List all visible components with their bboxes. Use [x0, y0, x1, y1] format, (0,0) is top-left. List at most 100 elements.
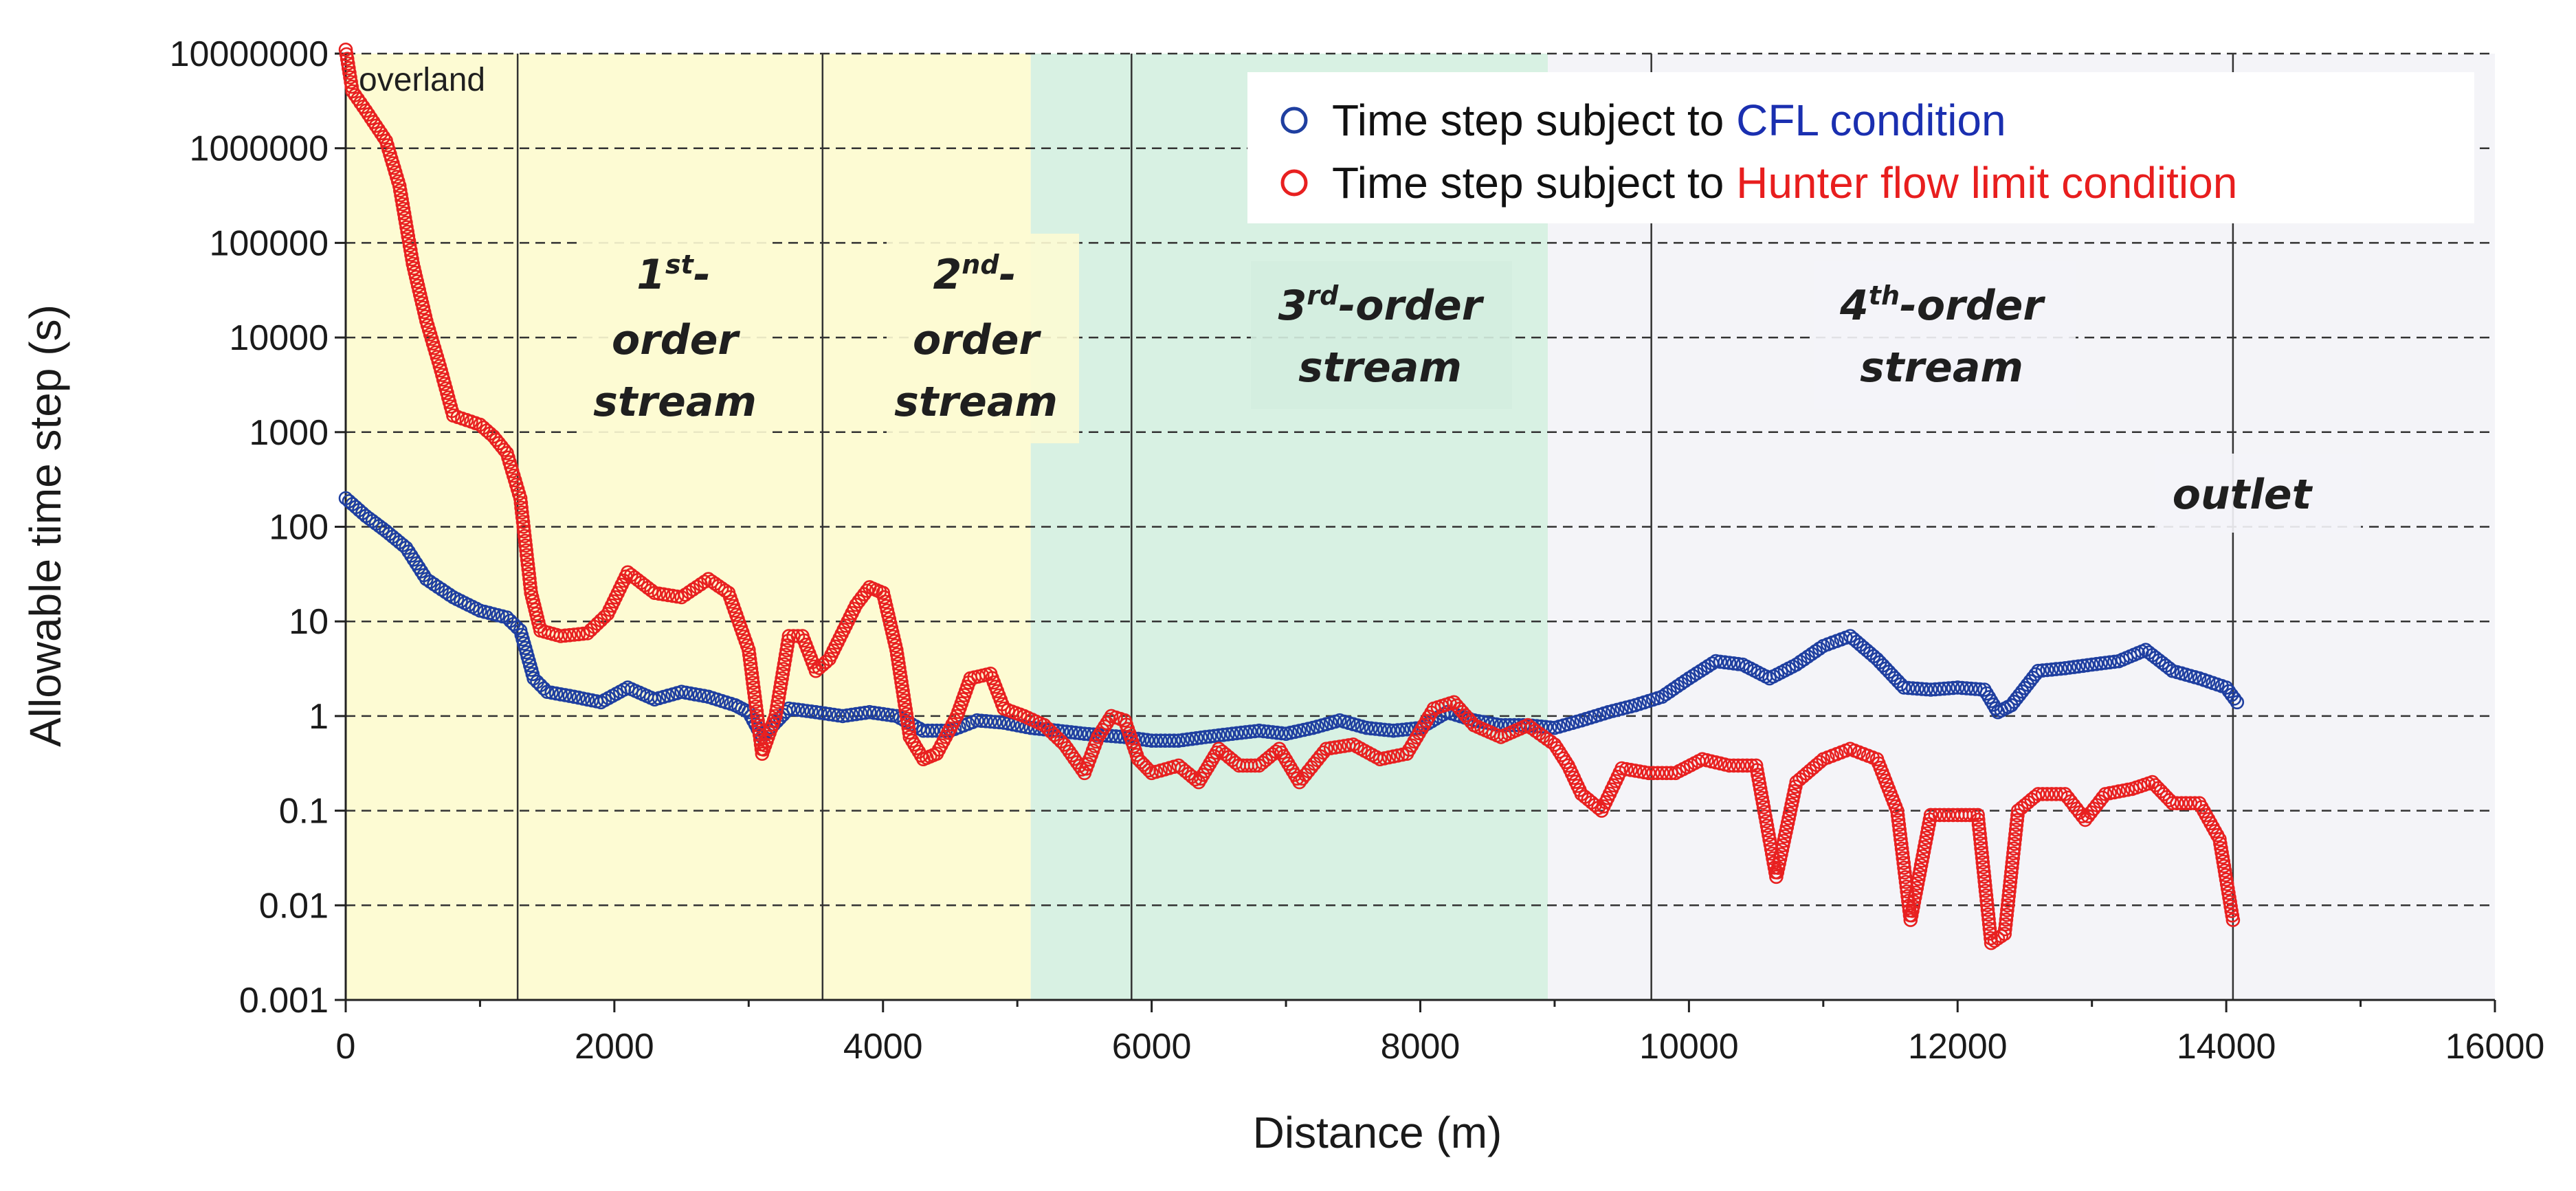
third-order-num: 3	[1278, 282, 1307, 330]
hunter-point-685	[1897, 860, 1911, 875]
hunter-point-738	[1975, 845, 1989, 860]
hunter-point-238	[770, 695, 786, 709]
x-tick-label-0: 0	[336, 1027, 356, 1067]
cfl-point-428	[2035, 663, 2050, 678]
hunter-point-14	[358, 103, 373, 118]
cfl-point-239	[1274, 726, 1289, 741]
hunter-point-536	[1547, 737, 1562, 752]
cfl-point-404	[1964, 681, 1979, 696]
hunter-point-765	[1999, 907, 2014, 922]
cfl-point-441	[2094, 656, 2108, 671]
cfl-point-438	[2080, 658, 2095, 673]
hunter-point-674	[1890, 808, 1905, 823]
cfl-point-391	[1905, 681, 1920, 695]
hunter-point-36	[395, 197, 410, 212]
cfl-point-440	[2089, 656, 2104, 671]
cfl-point-64	[536, 681, 551, 696]
cfl-point-365	[1812, 641, 1827, 656]
cfl-point-220	[1189, 731, 1204, 746]
hunter-point-678	[1893, 827, 1907, 842]
hunter-point-209	[744, 666, 759, 681]
hunter-point-740	[1975, 855, 1990, 870]
cfl-point-211	[1148, 733, 1164, 748]
cfl-point-429	[2040, 663, 2054, 678]
cfl-point-216	[1171, 733, 1186, 748]
hunter-point-245	[776, 662, 791, 676]
hunter-point-308	[893, 670, 908, 685]
hunter-point-593	[1735, 758, 1750, 773]
hunter-point-805	[2075, 809, 2089, 823]
hunter-point-304	[891, 652, 905, 667]
cfl-point-393	[1914, 682, 1929, 696]
hunter-point-812	[2095, 790, 2110, 805]
hunter-point-853	[2217, 863, 2232, 878]
hunter-point-834	[2179, 796, 2193, 810]
cfl-point-431	[2049, 662, 2063, 676]
second-order-label-line2: order	[913, 316, 1041, 364]
hunter-point-753	[1981, 917, 1997, 931]
cfl-point-194	[1073, 726, 1087, 741]
cfl-point-148	[871, 706, 886, 721]
cfl-point-343	[1726, 656, 1741, 671]
hunter-point-303	[890, 647, 904, 662]
hunter-point-34	[394, 188, 408, 203]
legend: Time step subject to CFL condition Time …	[1247, 72, 2474, 223]
hunter-point-110	[514, 500, 529, 515]
hunter-point-215	[748, 694, 763, 709]
hunter-point-767	[2000, 898, 2015, 913]
x-tick-label-1: 2000	[575, 1027, 654, 1067]
cfl-point-171	[970, 713, 984, 728]
first-order-label-line3: stream	[593, 378, 757, 426]
cfl-point-236	[1261, 724, 1276, 739]
legend-cfl-prefix: Time step subject to	[1332, 96, 1736, 145]
hunter-point-472	[1316, 745, 1331, 760]
hunter-point-770	[2002, 884, 2017, 898]
cfl-point-136	[817, 706, 832, 721]
y-tick-label-0: 0.001	[239, 981, 329, 1021]
hunter-point-677	[1892, 823, 1907, 837]
hunter-point-737	[1974, 841, 1988, 856]
x-tick-label-4: 8000	[1381, 1027, 1461, 1067]
hunter-point-312	[896, 689, 911, 703]
cfl-point-475	[2227, 691, 2242, 706]
hunter-point-576	[1664, 766, 1678, 781]
cfl-point-232	[1243, 724, 1258, 739]
hunter-point-754	[1982, 922, 1997, 936]
cfl-point-209	[1140, 733, 1155, 748]
hunter-point-537	[1549, 741, 1564, 755]
hunter-point-743	[1977, 869, 1992, 884]
hunter-point-448	[1247, 758, 1263, 773]
hunter-point-144	[562, 627, 577, 643]
hunter-point-114	[516, 520, 531, 534]
cfl-point-215	[1166, 733, 1181, 748]
hunter-point-381	[1065, 748, 1079, 763]
hunter-point-127	[523, 581, 538, 596]
y-tick-label-7: 10000	[229, 318, 329, 358]
cfl-point-265	[1390, 723, 1406, 737]
hunter-point-730	[1970, 808, 1985, 823]
hunter-point-574	[1655, 766, 1669, 781]
cfl-point-134	[808, 704, 823, 720]
hunter-point-116	[517, 528, 532, 544]
cfl-point-237	[1265, 725, 1280, 739]
hunter-point-750	[1980, 902, 1995, 917]
hunter-point-379	[1060, 741, 1074, 755]
hunter-point-5	[342, 65, 357, 80]
hunter-point-794	[2035, 787, 2050, 801]
hunter-point-768	[2001, 893, 2016, 908]
hunter-point-7	[344, 75, 358, 89]
hunter-point-18	[368, 118, 384, 133]
hunter-point-313	[897, 693, 911, 708]
cfl-point-233	[1247, 724, 1262, 739]
cfl-point-175	[988, 715, 1002, 729]
annotations: overland 1st- order stream 2nd- order st…	[359, 62, 2361, 533]
hunter-point-305	[891, 656, 906, 671]
hunter-point-214	[747, 689, 762, 704]
hunter-point-40	[399, 215, 413, 230]
hunter-point-184	[697, 575, 712, 589]
cfl-point-398	[1937, 681, 1951, 696]
hunter-point-20	[373, 126, 388, 141]
hunter-point-795	[2040, 787, 2054, 801]
hunter-point-38	[397, 206, 412, 221]
first-order-sup: st	[665, 249, 695, 280]
